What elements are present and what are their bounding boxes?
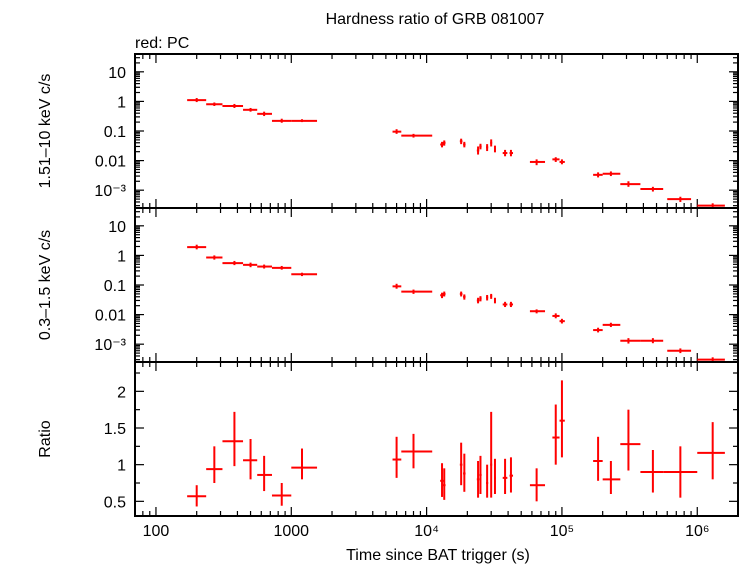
- panels: 10 1 0.1 0.01 10⁻³ 1.51–10 keV c/s 10 1 0.1 0.01 1…: [37, 53, 739, 540]
- x-axis-label: Time since BAT trigger (s): [346, 547, 530, 564]
- y-tick-label: 10: [108, 65, 126, 82]
- y-axis-label-soft: 0.3–1.5 keV c/s: [37, 230, 54, 340]
- x-tick-label: 10⁴: [414, 523, 439, 540]
- x-tick-label: 10⁵: [550, 523, 574, 540]
- x-tick-label: 1000: [273, 523, 309, 540]
- y-tick-label: 0.1: [104, 124, 126, 141]
- y-tick-label: 10: [108, 219, 126, 236]
- y-tick-label: 1: [117, 458, 126, 475]
- chart-title: Hardness ratio of GRB 081007: [326, 11, 545, 28]
- y-tick-label: 1: [117, 94, 126, 111]
- x-tick-label: 100: [143, 523, 170, 540]
- y-axis-label-ratio: Ratio: [37, 420, 54, 457]
- y-tick-label: 10⁻³: [94, 337, 126, 354]
- panel-frame-soft: [134, 207, 739, 363]
- y-tick-label: 0.5: [104, 494, 126, 511]
- y-tick-label: 0.01: [95, 308, 126, 325]
- y-tick-label: 0.01: [95, 154, 126, 171]
- x-tick-label: 10⁶: [685, 523, 709, 540]
- panel-frame-hard: [134, 53, 739, 209]
- y-tick-label: 2: [117, 384, 126, 401]
- y-tick-label: 1.5: [104, 421, 126, 438]
- y-tick-label: 10⁻³: [94, 183, 126, 200]
- y-axis-label-hard: 1.51–10 keV c/s: [37, 74, 54, 189]
- chart-subtitle: red: PC: [135, 35, 189, 52]
- panel-frame-ratio: [134, 361, 739, 517]
- y-tick-label: 1: [117, 248, 126, 265]
- y-tick-label: 0.1: [104, 278, 126, 295]
